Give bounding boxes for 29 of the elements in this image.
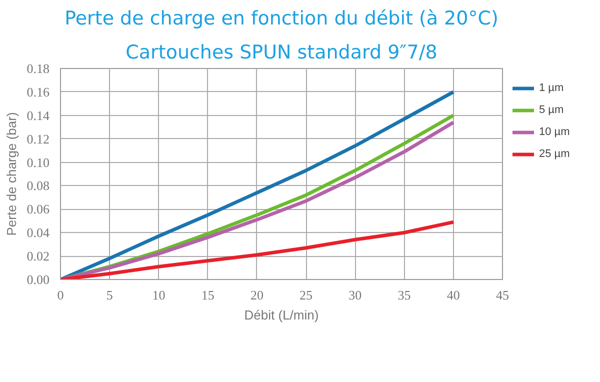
legend-label: 5 µm [539,104,564,116]
x-axis-title: Débit (L/min) [244,308,319,322]
line-series [60,220,456,280]
chart-subtitle: Cartouches SPUN standard 9″7/8 [126,42,438,64]
x-tick-label: 20 [250,288,264,302]
x-tick-label: 45 [496,288,509,302]
y-tick-label: 0.18 [26,61,50,76]
y-tick-label: 0.00 [26,272,50,287]
chart-title: Perte de charge en fonction du débit (à 20°C) [64,8,498,30]
x-tick-label: 35 [398,288,411,302]
legend-label: 10 µm [539,126,570,138]
y-tick-label: 0.12 [26,131,50,146]
y-tick-label: 0.06 [26,202,50,217]
x-tick-label: 40 [446,288,460,302]
legend-label: 25 µm [539,148,570,160]
x-tick-label: 5 [106,288,113,302]
x-tick-label: 10 [152,288,166,302]
x-tick-label: 15 [201,288,214,302]
legend-label: 1 µm [539,82,564,94]
y-tick-label: 0.10 [26,154,50,170]
y-tick-label: 0.16 [26,84,50,100]
x-tick-label: 0 [57,288,64,302]
y-axis-title: Perte de charge (bar) [4,112,19,236]
y-tick-label: 0.04 [26,225,50,240]
y-tick-label: 0.02 [26,248,50,264]
x-tick-label: 30 [348,288,362,302]
y-tick-label: 0.14 [26,108,50,123]
x-tick-label: 25 [300,288,313,302]
y-tick-label: 0.08 [26,178,50,194]
